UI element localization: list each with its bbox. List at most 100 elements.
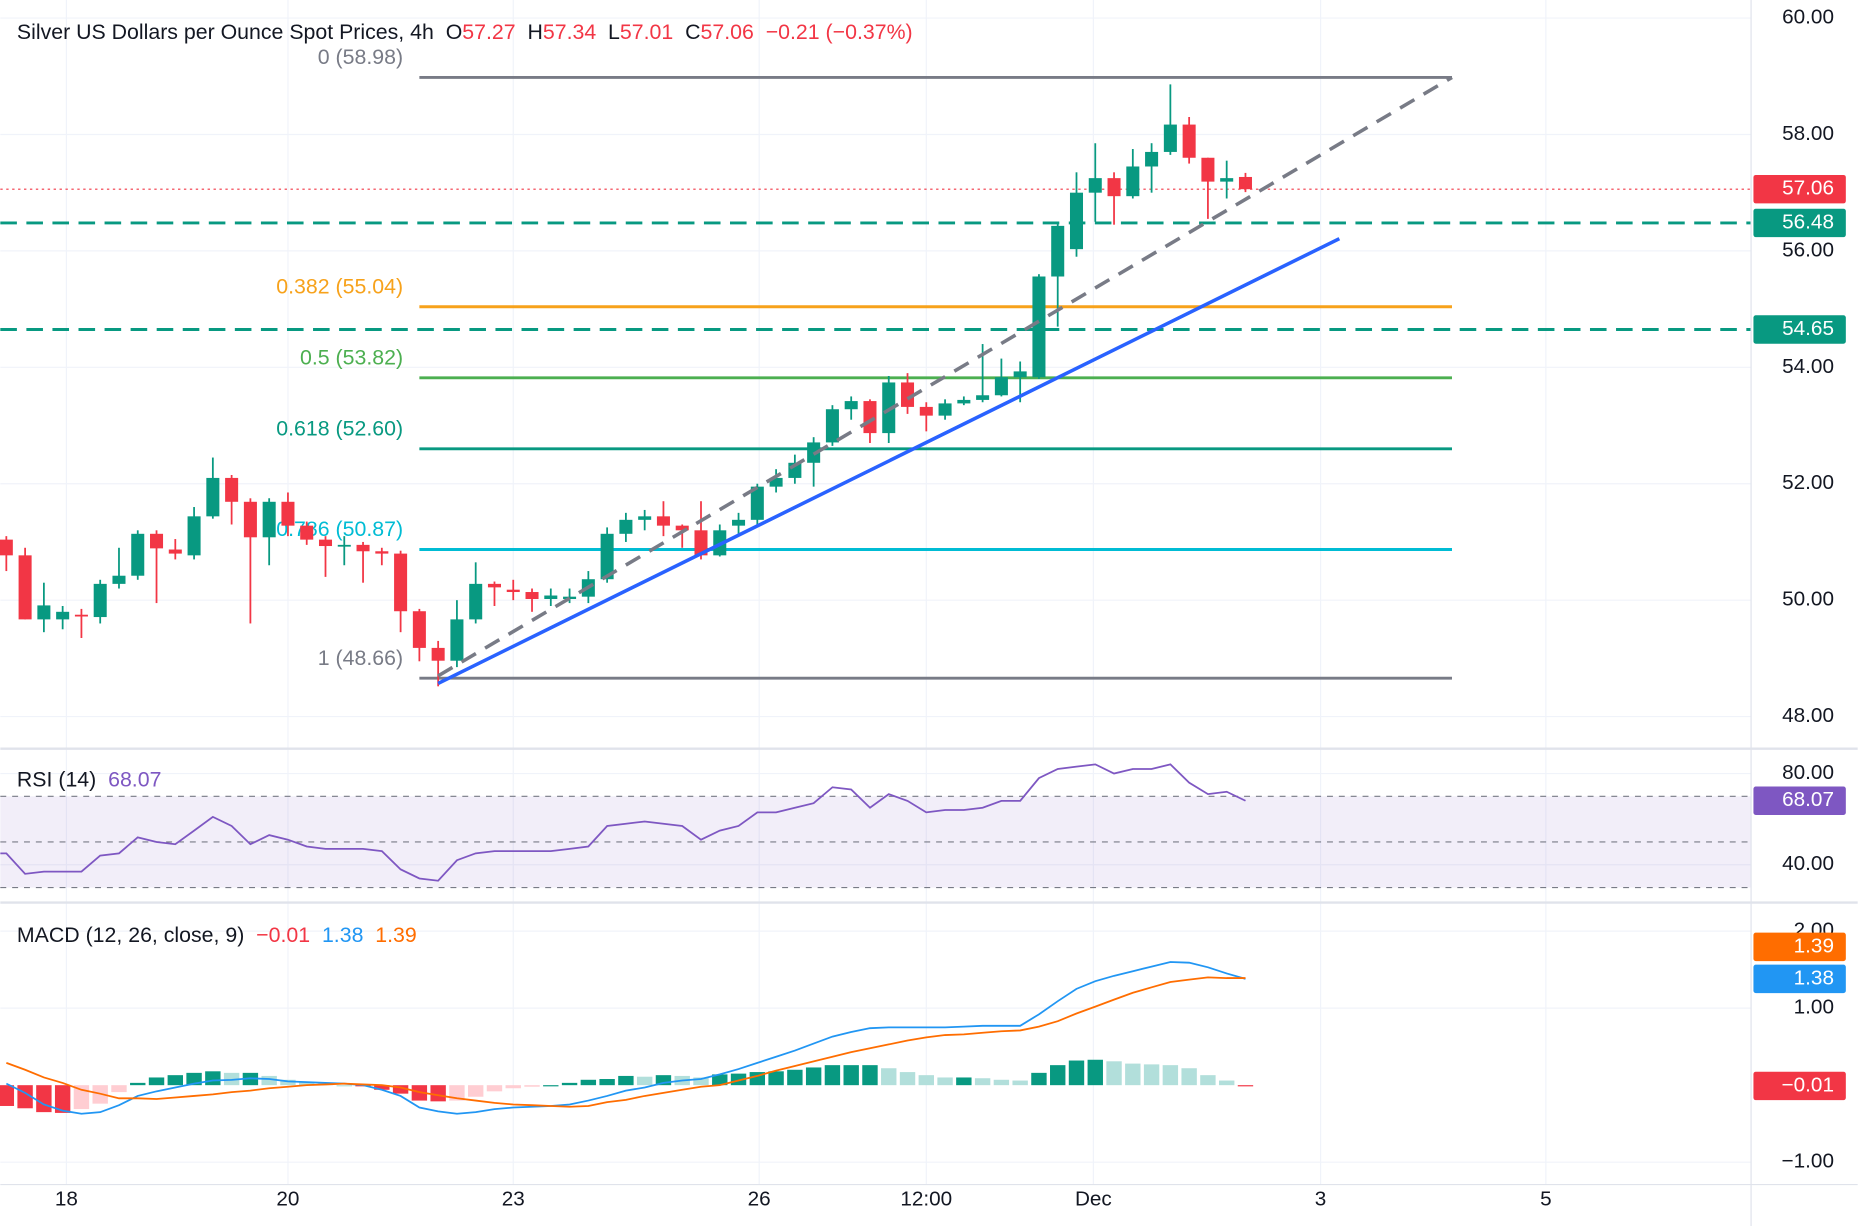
candle-body bbox=[882, 382, 896, 434]
candle-body bbox=[1201, 157, 1215, 182]
trendline bbox=[437, 237, 1341, 686]
candle-body bbox=[187, 516, 201, 556]
macd-histogram-bar bbox=[1087, 1059, 1103, 1086]
price-label-box bbox=[1753, 964, 1846, 994]
candle-body bbox=[18, 555, 32, 620]
macd-histogram-bar bbox=[730, 1073, 747, 1086]
macd-histogram-bar bbox=[918, 1075, 934, 1086]
x-tick-label: 3 bbox=[1315, 1187, 1327, 1210]
macd-histogram-bar bbox=[1031, 1072, 1047, 1086]
x-tick-label: 12:00 bbox=[900, 1187, 952, 1210]
fib-label: 0.382 (55.04) bbox=[276, 274, 403, 298]
candle-body bbox=[506, 589, 520, 593]
macd-histogram-bar bbox=[937, 1077, 953, 1086]
macd-histogram-bar bbox=[73, 1085, 90, 1110]
macd-histogram-bar bbox=[974, 1078, 991, 1086]
y-tick-label: 60.00 bbox=[1782, 6, 1834, 29]
macd-header: MACD (12, 26, close, 9) −0.01 1.38 1.39 bbox=[17, 922, 417, 946]
candle-body bbox=[93, 583, 107, 618]
candle-body bbox=[281, 501, 295, 526]
macd-histogram-bar bbox=[693, 1077, 709, 1086]
candle-body bbox=[56, 611, 70, 620]
candle-body bbox=[1238, 176, 1252, 190]
labels: 18 20 23 26 12:00 Dec 3 5 48.00 50.00 52.00 54.00 56… bbox=[55, 6, 1846, 1210]
candle-body bbox=[337, 544, 351, 547]
y-tick-label: 52.00 bbox=[1782, 471, 1834, 494]
candle-body bbox=[300, 525, 314, 540]
candle-body bbox=[112, 575, 126, 584]
ohlc-key: H bbox=[527, 20, 542, 44]
rsi-line bbox=[0, 763, 1246, 882]
change-label: −0.21 (−0.37%) bbox=[766, 20, 913, 44]
candle-body bbox=[750, 486, 764, 520]
ohlc-value: 57.01 bbox=[620, 20, 673, 44]
macd-histogram-bar bbox=[1218, 1080, 1235, 1086]
macd-line bbox=[6, 976, 1246, 1108]
candle-body bbox=[619, 519, 633, 534]
macd-histogram-bar bbox=[280, 1079, 296, 1086]
grid bbox=[0, 0, 1752, 1185]
x-tick-label: Dec bbox=[1075, 1187, 1112, 1210]
candle-body bbox=[769, 477, 783, 487]
candle-body bbox=[1069, 192, 1084, 250]
x-tick-label: 20 bbox=[276, 1187, 299, 1210]
x-tick-label: 18 bbox=[55, 1187, 78, 1210]
candle-body bbox=[732, 519, 746, 526]
y-tick-label: 40.00 bbox=[1782, 852, 1834, 875]
macd-histogram-bar bbox=[543, 1085, 559, 1087]
macd-histogram-bar bbox=[993, 1079, 1010, 1086]
macd-histogram-bar bbox=[805, 1067, 822, 1086]
candle-body bbox=[318, 539, 333, 547]
y-tick-label: 80.00 bbox=[1782, 761, 1834, 784]
chart-title: Silver US Dollars per Ounce Spot Prices,… bbox=[17, 20, 434, 44]
ohlc-key: O bbox=[446, 20, 463, 44]
price-label: 1.39 bbox=[1794, 934, 1834, 957]
macd-histogram-bar bbox=[148, 1077, 165, 1086]
candle-body bbox=[525, 592, 539, 600]
macd-histogram-bar bbox=[336, 1085, 352, 1087]
candle-body bbox=[1032, 276, 1046, 378]
candle-body bbox=[168, 549, 182, 554]
price-label: 54.65 bbox=[1782, 317, 1834, 340]
macd-histogram-bar bbox=[1143, 1064, 1160, 1086]
candle-body bbox=[675, 525, 689, 531]
macd-histogram-bar bbox=[505, 1085, 521, 1089]
macd-histogram-bar bbox=[768, 1071, 784, 1086]
ohlc-key: C bbox=[685, 20, 700, 44]
candle-body bbox=[1088, 178, 1102, 193]
ohlc-value: 57.27 bbox=[462, 20, 515, 44]
price-label: 1.38 bbox=[1794, 966, 1834, 989]
candle-body bbox=[394, 553, 408, 612]
y-tick-label: 50.00 bbox=[1782, 588, 1834, 611]
y-tick-label: 56.00 bbox=[1782, 238, 1834, 261]
macd-histogram-bar bbox=[392, 1085, 409, 1094]
candle-body bbox=[262, 501, 276, 538]
candle-body bbox=[206, 477, 220, 517]
fib-label: 0.618 (52.60) bbox=[276, 416, 403, 440]
candle-body bbox=[825, 409, 839, 443]
candle-body bbox=[131, 533, 145, 576]
macd-histogram-bar bbox=[862, 1065, 878, 1086]
macd-line bbox=[5, 961, 1246, 1115]
price-label-box bbox=[1753, 1071, 1846, 1101]
price-label: 56.48 bbox=[1782, 210, 1834, 233]
candle-body bbox=[694, 530, 708, 556]
ohlc-value: 57.34 bbox=[543, 20, 596, 44]
macd-histogram-bar bbox=[1181, 1068, 1197, 1086]
price-label: −0.01 bbox=[1782, 1073, 1834, 1096]
macd-histogram-bar bbox=[712, 1074, 728, 1086]
trendline bbox=[437, 75, 1453, 678]
macd-histogram-bar bbox=[899, 1072, 916, 1086]
macd-histogram-bar bbox=[374, 1085, 390, 1090]
candle-body bbox=[1182, 124, 1196, 158]
candle-body bbox=[1220, 178, 1234, 182]
candle-body bbox=[450, 619, 464, 661]
candle-body bbox=[976, 395, 990, 400]
candle-body bbox=[1051, 225, 1065, 277]
candle-body bbox=[638, 516, 652, 520]
ohlc-value: 57.06 bbox=[701, 20, 754, 44]
rsi-value: 68.07 bbox=[108, 767, 161, 791]
macd-histogram-bar bbox=[655, 1075, 672, 1086]
macd-histogram-bar bbox=[167, 1075, 184, 1086]
